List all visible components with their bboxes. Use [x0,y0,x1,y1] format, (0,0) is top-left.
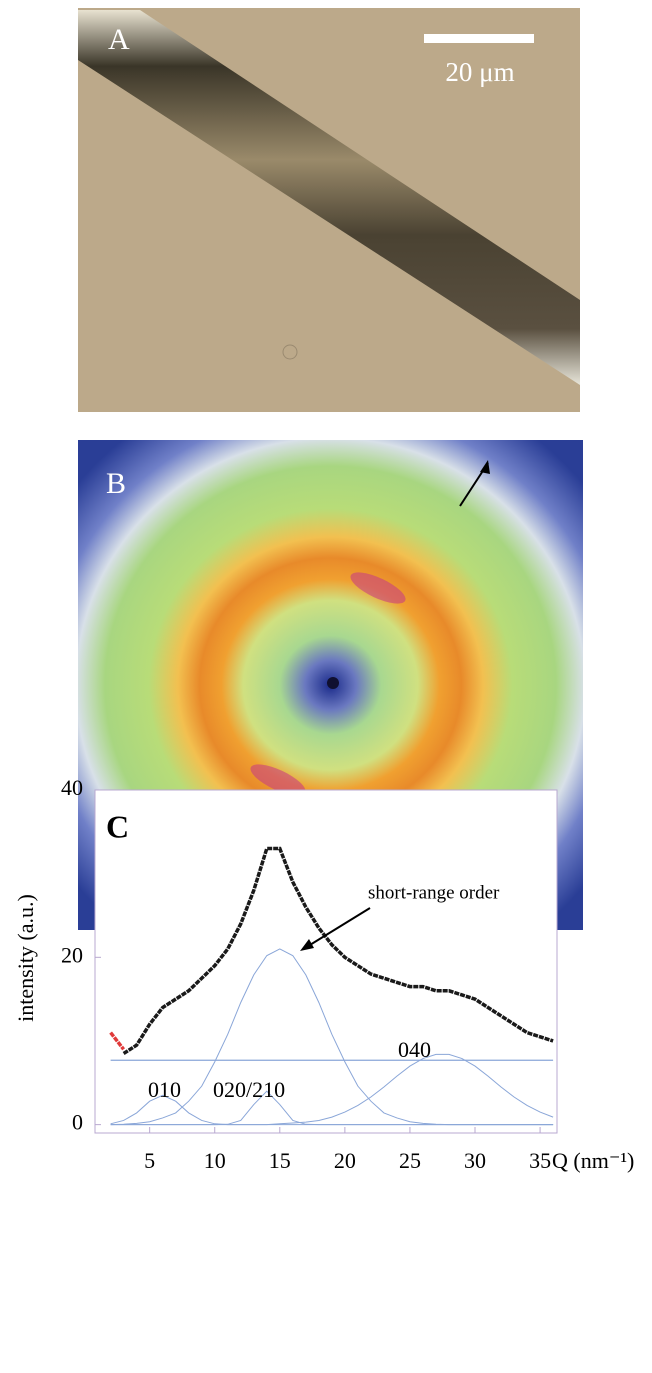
panel-label: A [108,23,130,56]
y-tick-label: 20 [61,942,83,967]
x-tick-label: 25 [399,1148,421,1173]
x-tick-label: 15 [269,1148,291,1173]
panel-a: A 20 μm [78,8,580,412]
x-axis-label: Q (nm⁻¹) [552,1148,634,1173]
annotation: 020/210 [213,1077,285,1102]
arc [250,764,306,796]
x-tick-label: 20 [334,1148,356,1173]
panel-label: C [106,808,129,844]
series-line [109,1031,126,1051]
scale-bar [424,34,534,43]
plot-frame [94,789,558,1134]
arrow-head [480,460,490,474]
x-tick-label: 5 [144,1148,155,1173]
fiber [78,10,580,385]
panel-label: B [106,467,126,500]
series-line [110,1094,554,1126]
y-tick-label: 0 [72,1110,83,1135]
x-tick-label: 10 [204,1148,226,1173]
beam-stop [327,677,339,689]
annotation-arrowhead [300,939,314,951]
arc [350,572,406,604]
y-tick-label: 40 [61,775,83,800]
x-tick-label: 30 [464,1148,486,1173]
panel-c: C intensity (a.u.) Q (nm⁻¹) 0 20 40 5 10 15 20… [13,775,634,1173]
y-axis-label: intensity (a.u.) [13,894,38,1022]
annotation-arrow [304,907,371,949]
annotation: 040 [398,1037,431,1062]
x-tick-label: 35 [529,1148,551,1173]
particle [282,344,298,360]
scale-bar-label: 20 μm [445,57,514,87]
annotation: 010 [148,1077,181,1102]
annotation: short-range order [368,882,500,903]
